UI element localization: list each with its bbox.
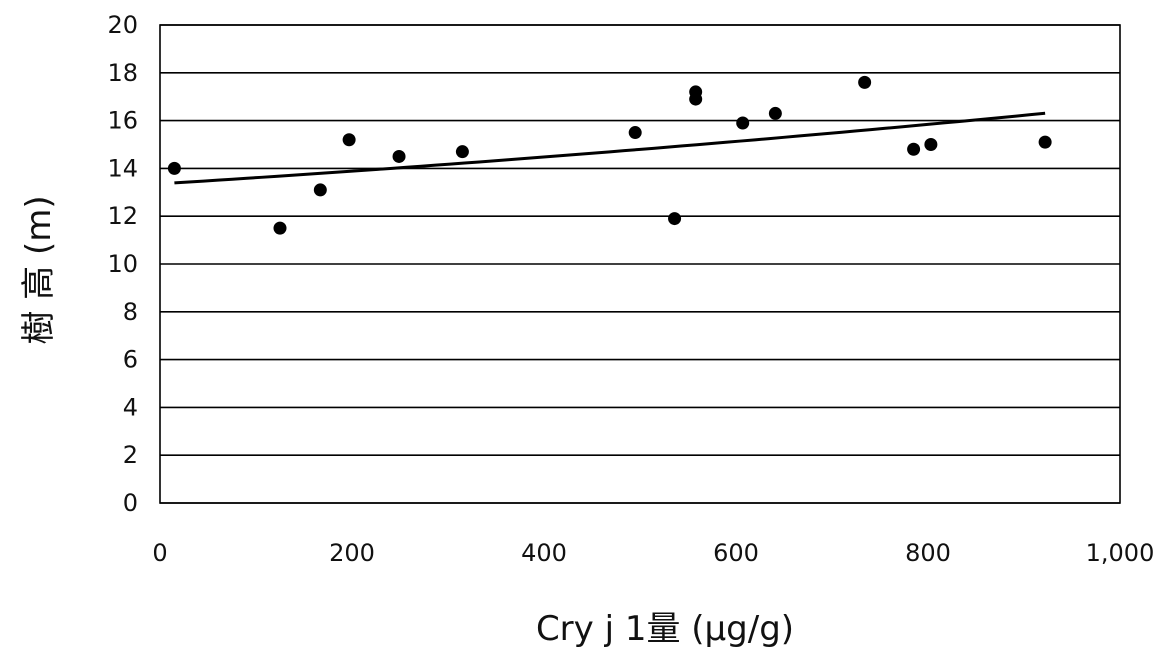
x-tick-label: 800 — [905, 539, 951, 567]
data-point-15 — [1038, 135, 1052, 149]
data-point-3 — [342, 133, 356, 147]
x-tick-label: 600 — [713, 539, 759, 567]
data-points — [167, 75, 1052, 235]
y-tick-label: 6 — [123, 346, 138, 374]
y-tick-label: 8 — [123, 298, 138, 326]
data-point-14 — [924, 138, 938, 151]
plot-area — [159, 24, 1121, 504]
data-point-4 — [392, 149, 406, 163]
data-point-0 — [167, 161, 181, 175]
y-tick-label: 16 — [107, 107, 138, 135]
x-tick-label: 400 — [521, 539, 567, 567]
x-axis-tick-labels: 0 200 400 600 800 1,000 — [152, 539, 1154, 567]
y-tick-label: 18 — [107, 59, 138, 87]
trend-line — [174, 111, 1046, 185]
data-point-13 — [907, 142, 921, 156]
y-tick-label: 20 — [107, 11, 138, 39]
data-point-11 — [768, 106, 782, 120]
data-point-9 — [689, 92, 703, 106]
trend-line-group — [174, 111, 1046, 185]
data-point-2 — [313, 183, 327, 197]
data-point-7 — [668, 212, 682, 226]
data-point-1 — [273, 221, 287, 235]
y-axis-tick-labels: 0 2 4 6 8 10 12 14 16 18 20 — [107, 11, 138, 517]
y-tick-label: 14 — [107, 154, 138, 182]
grid-lines — [160, 24, 1120, 504]
y-tick-label: 10 — [107, 250, 138, 278]
y-tick-label: 12 — [107, 202, 138, 230]
data-point-6 — [628, 126, 642, 140]
data-point-12 — [858, 75, 872, 89]
x-tick-label: 1,000 — [1086, 539, 1155, 567]
data-point-5 — [455, 145, 469, 159]
x-tick-label: 200 — [329, 539, 375, 567]
x-axis-title: Cry j 1量 (μg/g) — [536, 609, 794, 649]
x-tick-label: 0 — [152, 539, 167, 567]
y-axis-title: 樹 高 (m) — [19, 195, 59, 344]
y-tick-label: 0 — [123, 489, 138, 517]
y-tick-label: 2 — [123, 441, 138, 469]
y-tick-label: 4 — [123, 393, 138, 421]
data-point-10 — [736, 116, 750, 130]
